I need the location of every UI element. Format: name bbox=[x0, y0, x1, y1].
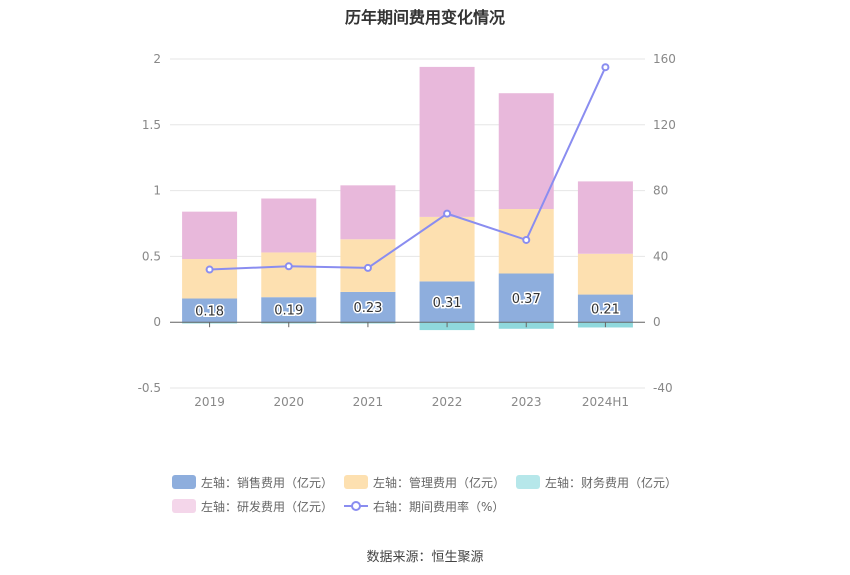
x-axis-tick-label: 2019 bbox=[194, 395, 225, 409]
legend-label-finance: 左轴：财务费用（亿元） bbox=[545, 475, 678, 490]
bar-sales bbox=[340, 291, 396, 323]
bar-rnd bbox=[577, 181, 633, 254]
bar-data-label: 0.21 bbox=[591, 302, 620, 317]
left-axis-tick-label: 1 bbox=[153, 184, 161, 198]
left-axis-tick-label: 0.5 bbox=[142, 249, 161, 263]
bar-sales bbox=[261, 297, 317, 323]
x-axis-tick-label: 2024H1 bbox=[582, 395, 629, 409]
rate-point bbox=[363, 263, 372, 272]
legend-swatch-finance bbox=[516, 475, 540, 489]
bar-rnd bbox=[182, 211, 238, 260]
legend-item-finance[interactable]: 左轴：财务费用（亿元） bbox=[516, 474, 688, 491]
bar-admin bbox=[419, 216, 475, 282]
right-axis-tick-label: -40 bbox=[653, 381, 673, 395]
bar-admin bbox=[261, 252, 317, 298]
left-axis-tick-label: -0.5 bbox=[138, 381, 161, 395]
legend-swatch-admin bbox=[344, 475, 368, 489]
x-axis-tick-label: 2020 bbox=[273, 395, 304, 409]
bar-sales bbox=[182, 298, 238, 323]
rate-line bbox=[209, 66, 607, 271]
left-axis-tick-label: 1.5 bbox=[142, 118, 161, 132]
legend-item-rnd[interactable]: 左轴：研发费用（亿元） bbox=[172, 498, 344, 515]
bar-data-label: 0.18 bbox=[195, 304, 224, 319]
data-source-note: 数据来源：恒生聚源 bbox=[366, 550, 484, 565]
bar-rnd bbox=[340, 185, 396, 240]
legend-label-rate: 右轴：期间费用率（%） bbox=[373, 499, 505, 514]
rate-point bbox=[205, 265, 214, 274]
x-axis-tick-label: 2023 bbox=[511, 395, 542, 409]
right-axis-tick-label: 80 bbox=[653, 184, 668, 198]
bar-data-label: 0.19 bbox=[274, 304, 303, 319]
legend-item-admin[interactable]: 左轴：管理费用（亿元） bbox=[344, 474, 516, 491]
rate-point bbox=[443, 209, 452, 218]
right-axis-tick-label: 120 bbox=[653, 118, 676, 132]
rate-point bbox=[601, 63, 610, 72]
rate-point bbox=[284, 262, 293, 271]
chart-plot: -0.5 -40 0 0 0.5 40 1 80 1.5 120 2 160 2019 2020 2021 2… bbox=[138, 52, 676, 409]
bar-rnd bbox=[498, 93, 554, 210]
bar-sales bbox=[419, 281, 475, 323]
x-axis-tick-label: 2021 bbox=[353, 395, 384, 409]
chart-legend: 左轴：销售费用（亿元） 左轴：管理费用（亿元） 左轴：财务费用（亿元） 左轴：研… bbox=[172, 470, 732, 518]
legend-label-sales: 左轴：销售费用（亿元） bbox=[201, 475, 334, 490]
bar-rnd bbox=[419, 66, 475, 217]
legend-line-marker-icon bbox=[344, 499, 368, 513]
bar-data-label: 0.37 bbox=[512, 292, 541, 307]
bar-sales bbox=[577, 294, 633, 323]
legend-item-rate[interactable]: 右轴：期间费用率（%） bbox=[344, 498, 516, 515]
x-axis-tick-label: 2022 bbox=[432, 395, 463, 409]
left-axis-tick-label: 2 bbox=[153, 52, 161, 66]
right-axis-tick-label: 160 bbox=[653, 52, 676, 66]
legend-swatch-sales bbox=[172, 475, 196, 489]
right-axis-tick-label: 0 bbox=[653, 315, 661, 329]
bar-data-label: 0.31 bbox=[433, 296, 462, 311]
legend-label-admin: 左轴：管理费用（亿元） bbox=[373, 475, 506, 490]
bar-sales bbox=[498, 273, 554, 323]
chart-title: 历年期间费用变化情况 bbox=[344, 8, 505, 27]
bar-rnd bbox=[261, 198, 317, 253]
right-axis-tick-label: 40 bbox=[653, 249, 668, 263]
bar-admin bbox=[182, 259, 238, 299]
legend-swatch-rnd bbox=[172, 499, 196, 513]
legend-label-rnd: 左轴：研发费用（亿元） bbox=[201, 499, 334, 514]
left-axis-tick-label: 0 bbox=[153, 315, 161, 329]
bar-admin bbox=[577, 253, 633, 295]
bar-data-label: 0.23 bbox=[353, 301, 382, 316]
rate-point bbox=[522, 235, 531, 244]
legend-item-sales[interactable]: 左轴：销售费用（亿元） bbox=[172, 474, 344, 491]
